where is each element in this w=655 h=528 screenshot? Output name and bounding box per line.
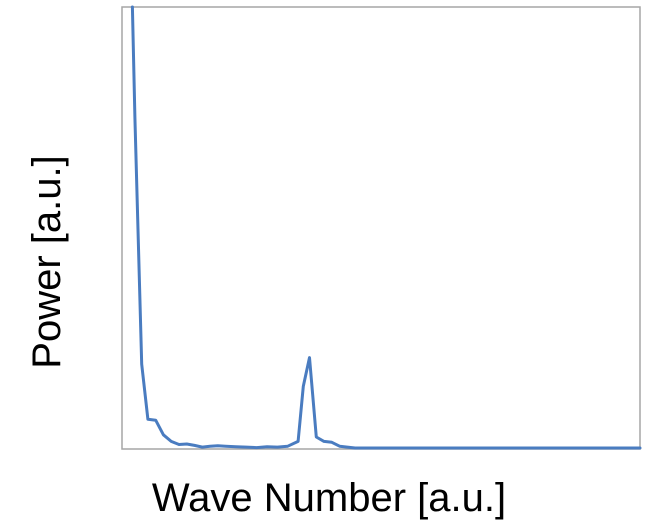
series-line-0 — [130, 5, 642, 450]
plot-area-frame — [121, 6, 641, 450]
x-axis-label: Wave Number [a.u.] — [152, 476, 506, 520]
y-axis-label: Power [a.u.] — [25, 155, 69, 368]
series-layer — [130, 5, 642, 450]
